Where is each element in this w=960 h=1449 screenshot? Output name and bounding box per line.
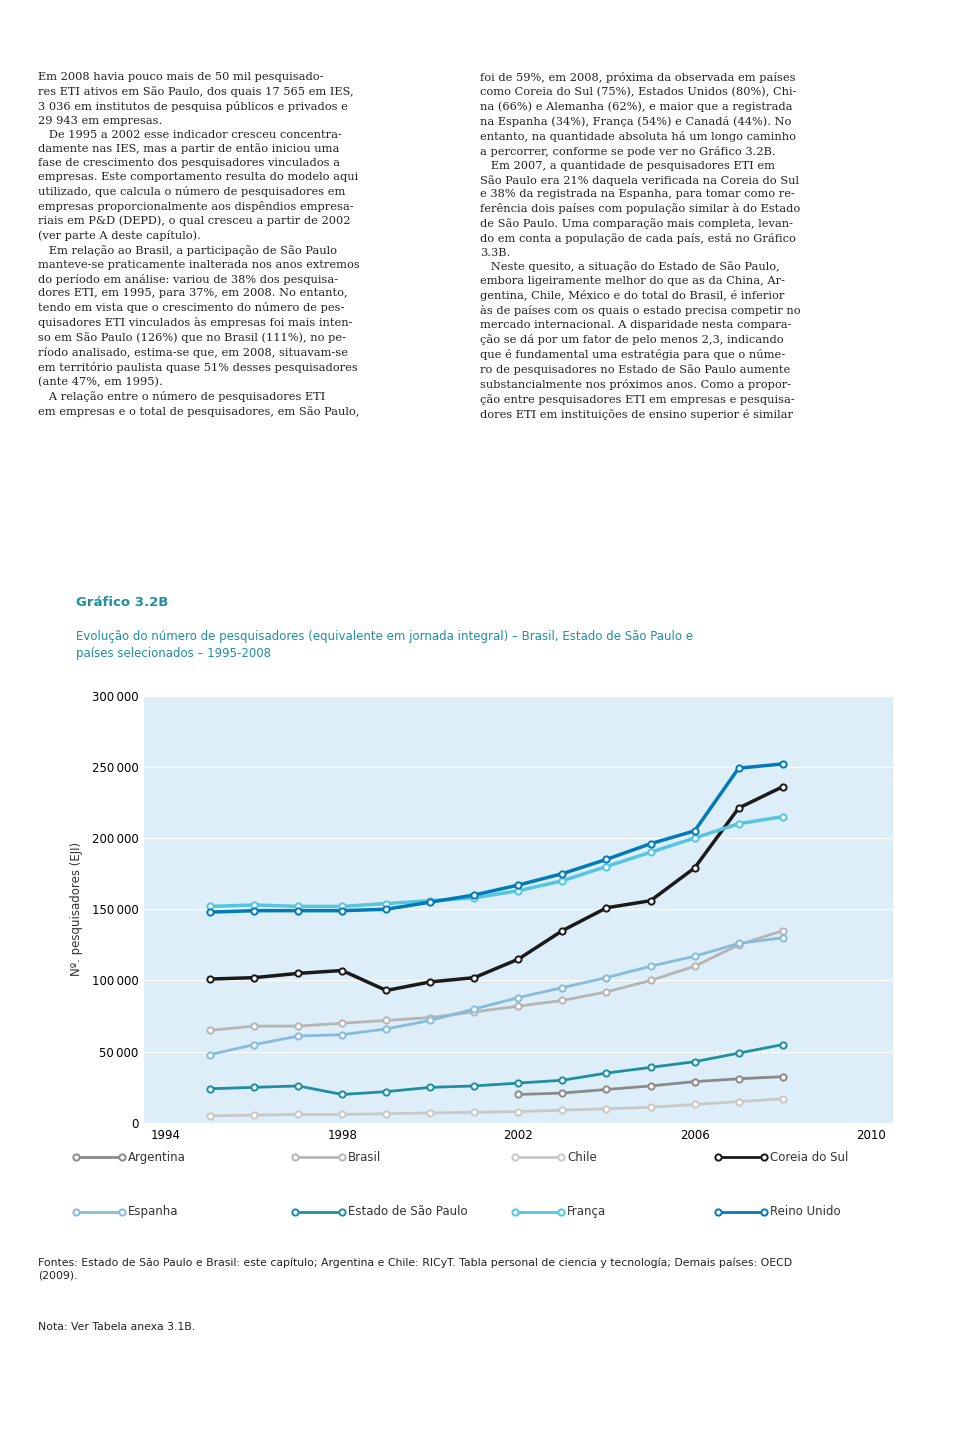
Text: Nota: Ver Tabela anexa 3.1B.: Nota: Ver Tabela anexa 3.1B.	[38, 1321, 196, 1332]
Text: Reino Unido: Reino Unido	[770, 1206, 841, 1219]
Text: Gráfico 3.2B: Gráfico 3.2B	[76, 597, 168, 610]
Text: Coreia do Sul: Coreia do Sul	[770, 1151, 849, 1164]
Text: Espanha: Espanha	[128, 1206, 179, 1219]
Text: Estado de São Paulo: Estado de São Paulo	[348, 1206, 468, 1219]
Text: França: França	[567, 1206, 607, 1219]
Text: foi de 59%, em 2008, próxima da observada em países
como Coreia do Sul (75%), Es: foi de 59%, em 2008, próxima da observad…	[480, 72, 801, 420]
Text: Em 2008 havia pouco mais de 50 mil pesquisado-
res ETI ativos em São Paulo, dos : Em 2008 havia pouco mais de 50 mil pesqu…	[38, 72, 360, 417]
Text: Fontes: Estado de São Paulo e Brasil: este capítulo; Argentina e Chile: RICyT. T: Fontes: Estado de São Paulo e Brasil: es…	[38, 1256, 793, 1281]
Text: Argentina: Argentina	[128, 1151, 186, 1164]
Y-axis label: Nº. pesquisadores (EJI): Nº. pesquisadores (EJI)	[70, 842, 84, 977]
Text: Brasil: Brasil	[348, 1151, 381, 1164]
Text: Chile: Chile	[567, 1151, 597, 1164]
Text: CAPÍTULO 3 – RECURSOS FINANCEIROS E HUMANOS EM PESQUISA E DESENVOLVIMENTO – PART: CAPÍTULO 3 – RECURSOS FINANCEIROS E HUMA…	[10, 22, 674, 33]
Text: Evolução do número de pesquisadores (equivalente em jornada integral) – Brasil, : Evolução do número de pesquisadores (equ…	[76, 630, 693, 661]
